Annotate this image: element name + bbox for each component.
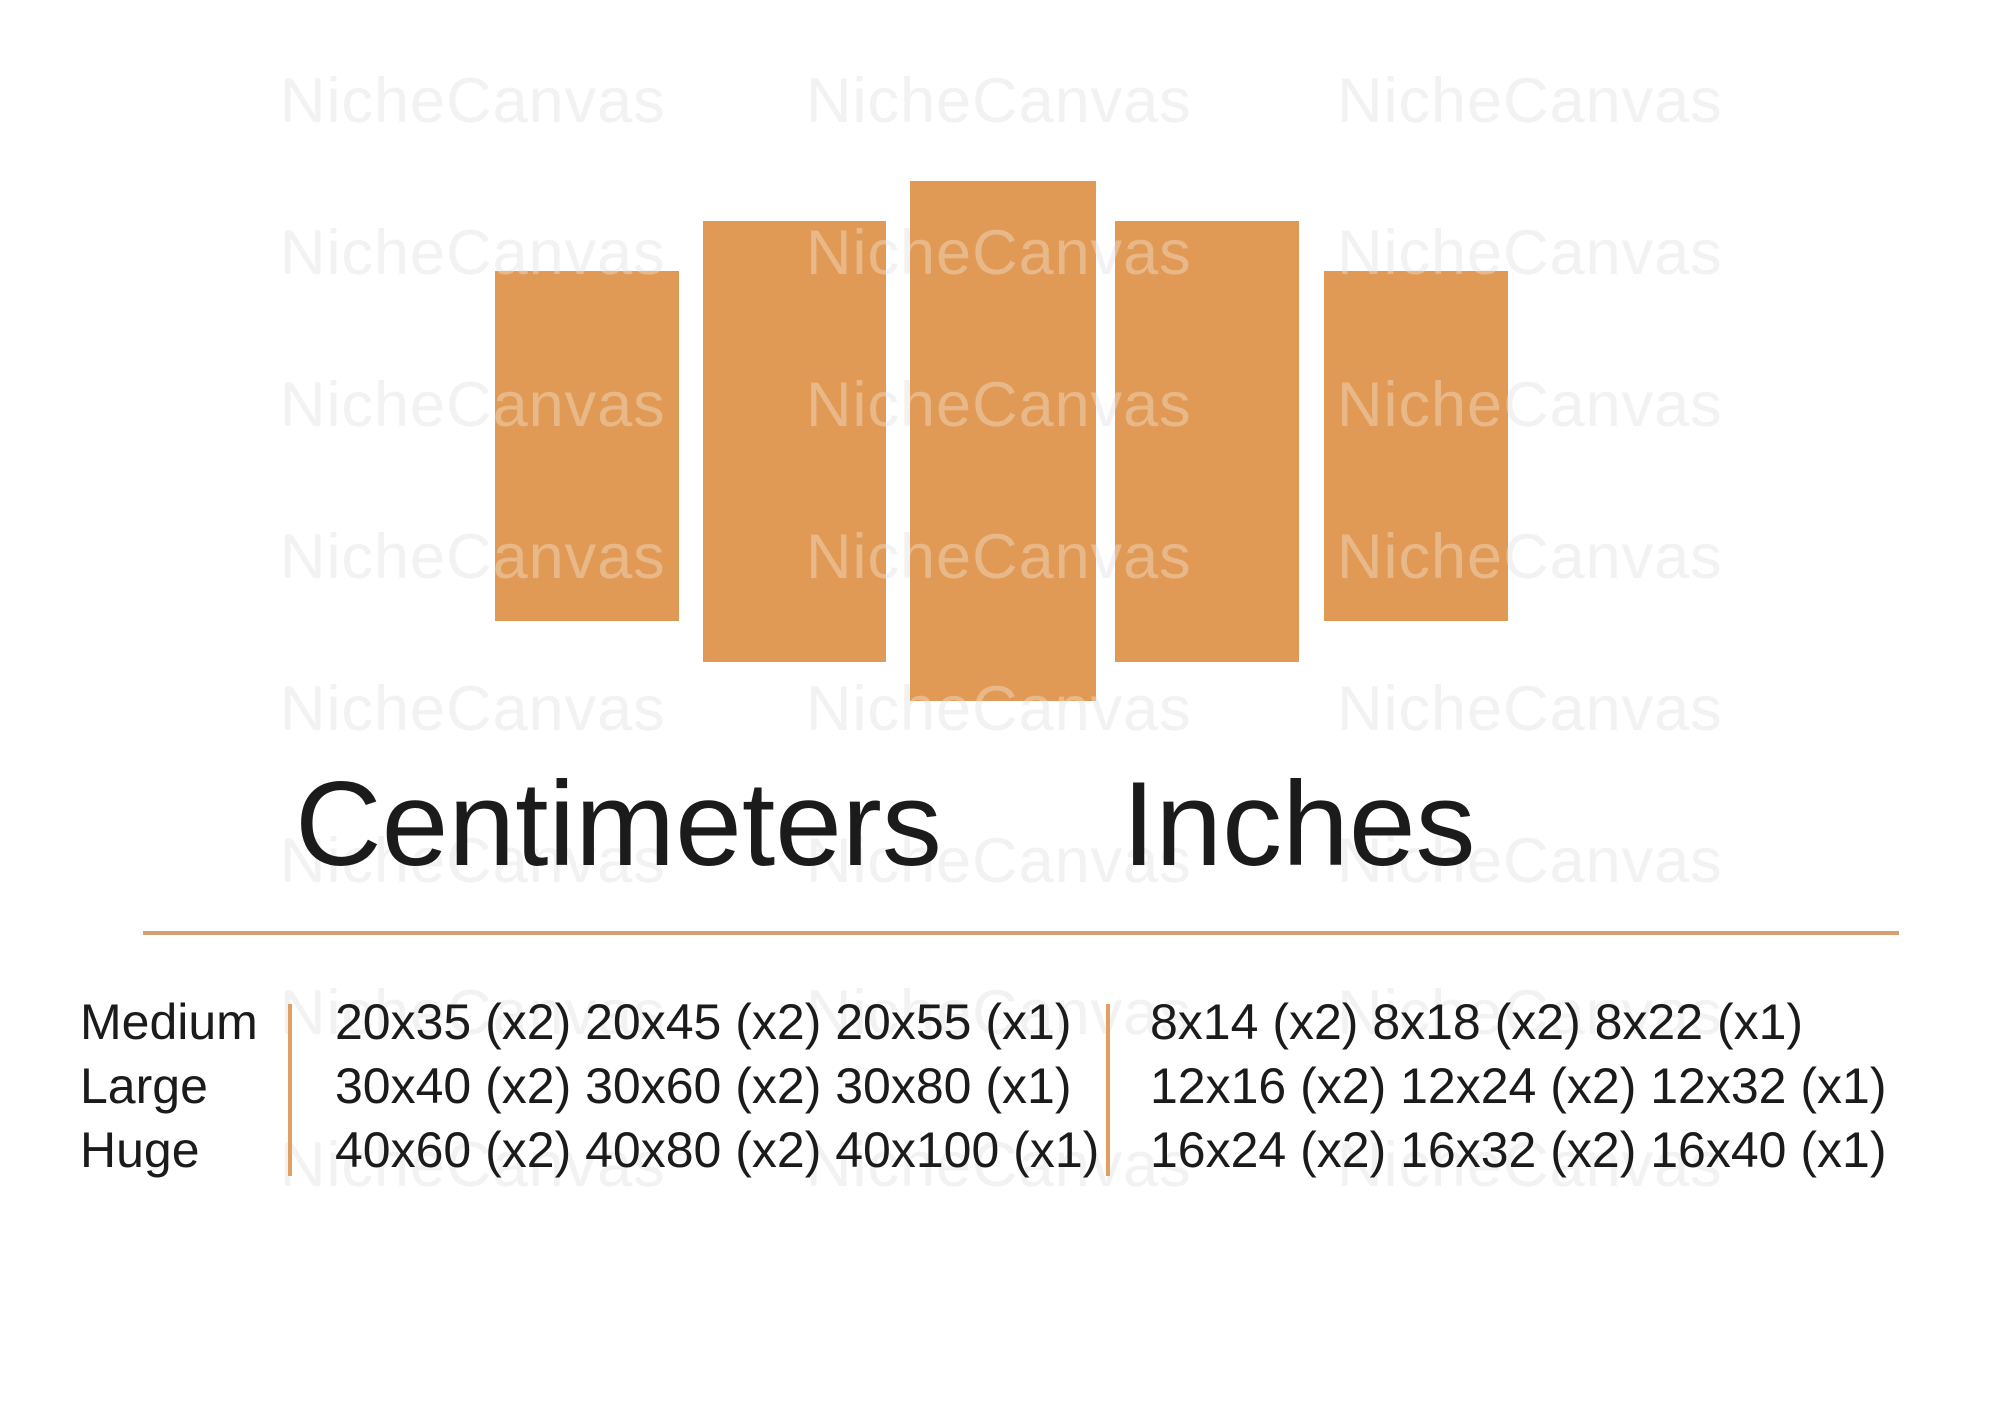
canvas-panel-outer-right: [1324, 271, 1508, 621]
canvas-panel-outer-left: [495, 271, 679, 621]
centimeters-heading: Centimeters: [295, 757, 942, 891]
canvas-panel-inner-right: [1115, 221, 1299, 662]
canvas-panel-center: [910, 181, 1096, 701]
table-row-huge: Huge 40x60 (x2) 40x80 (x2) 40x100 (x1) 1…: [0, 1118, 2003, 1182]
inch-dimensions: 16x24 (x2) 16x32 (x2) 16x40 (x1): [1150, 1122, 1887, 1178]
canvas-panel-inner-left: [703, 221, 886, 662]
cm-dimensions: 40x60 (x2) 40x80 (x2) 40x100 (x1): [335, 1122, 1100, 1178]
size-label: Huge: [80, 1122, 200, 1178]
table-row-large: Large 30x40 (x2) 30x60 (x2) 30x80 (x1) 1…: [0, 1054, 2003, 1118]
size-label: Large: [80, 1058, 208, 1114]
inch-dimensions: 12x16 (x2) 12x24 (x2) 12x32 (x1): [1150, 1058, 1887, 1114]
cm-dimensions: 30x40 (x2) 30x60 (x2) 30x80 (x1): [335, 1058, 1072, 1114]
table-column-divider-left: [288, 1004, 292, 1176]
heading-underline-rule: [143, 931, 1899, 935]
table-row-medium: Medium 20x35 (x2) 20x45 (x2) 20x55 (x1) …: [0, 990, 2003, 1054]
inches-heading: Inches: [1122, 757, 1476, 891]
table-column-divider-right: [1106, 1004, 1110, 1176]
cm-dimensions: 20x35 (x2) 20x45 (x2) 20x55 (x1): [335, 994, 1072, 1050]
inch-dimensions: 8x14 (x2) 8x18 (x2) 8x22 (x1): [1150, 994, 1804, 1050]
size-label: Medium: [80, 994, 258, 1050]
